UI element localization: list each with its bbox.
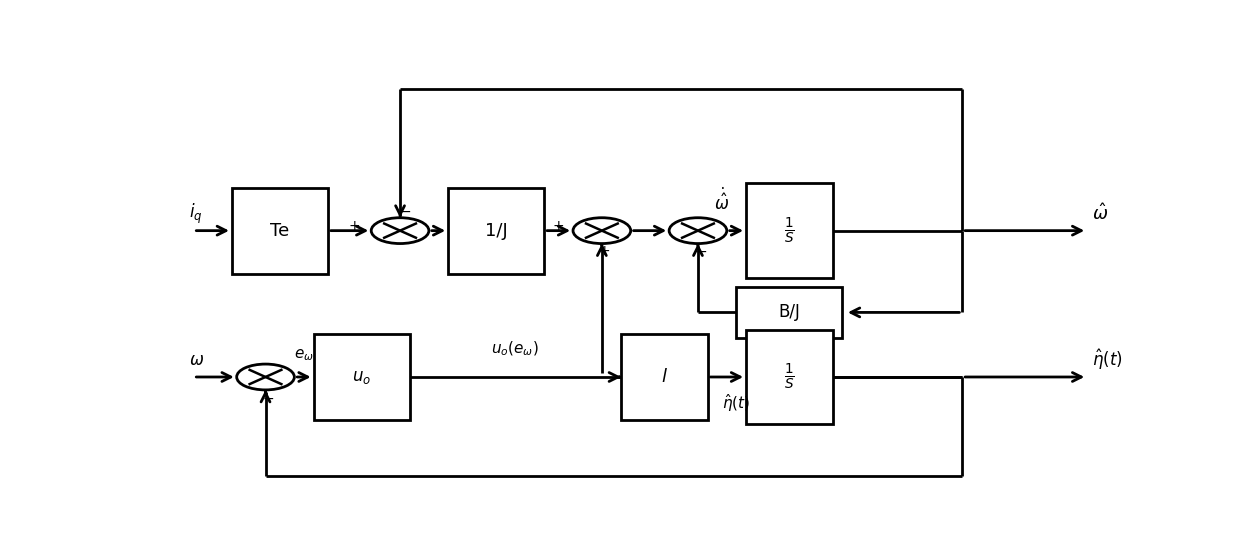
Text: +: + <box>599 244 610 258</box>
Bar <box>448 188 544 274</box>
Bar <box>746 183 832 278</box>
Text: $l$: $l$ <box>661 368 668 386</box>
Bar <box>232 188 327 274</box>
Text: +: + <box>553 219 564 233</box>
Text: $u_o$: $u_o$ <box>352 368 371 386</box>
Text: 1/J: 1/J <box>485 221 507 240</box>
Text: $u_o(e_\omega)$: $u_o(e_\omega)$ <box>491 340 539 358</box>
Bar <box>737 287 842 338</box>
Text: $\hat{\eta}(t)$: $\hat{\eta}(t)$ <box>1092 348 1122 372</box>
Text: Te: Te <box>270 221 290 240</box>
Text: $\omega$: $\omega$ <box>188 350 203 369</box>
Text: $\hat{\omega}$: $\hat{\omega}$ <box>1092 203 1109 224</box>
Text: $-$: $-$ <box>694 244 707 258</box>
Text: $i_q$: $i_q$ <box>188 201 202 225</box>
Text: B/J: B/J <box>779 304 800 321</box>
Text: $\hat{\eta}(t)$: $\hat{\eta}(t)$ <box>723 392 750 414</box>
Text: $-$: $-$ <box>399 204 410 218</box>
Text: +: + <box>348 219 360 233</box>
Text: $e_\omega$: $e_\omega$ <box>294 348 314 363</box>
Bar <box>621 334 708 420</box>
Text: $-$: $-$ <box>263 391 274 405</box>
Text: $\frac{1}{S}$: $\frac{1}{S}$ <box>784 362 795 392</box>
Bar <box>746 330 832 424</box>
Text: $\frac{1}{S}$: $\frac{1}{S}$ <box>784 216 795 246</box>
Bar <box>314 334 409 420</box>
Text: $\dot{\hat{\omega}}$: $\dot{\hat{\omega}}$ <box>714 187 729 214</box>
